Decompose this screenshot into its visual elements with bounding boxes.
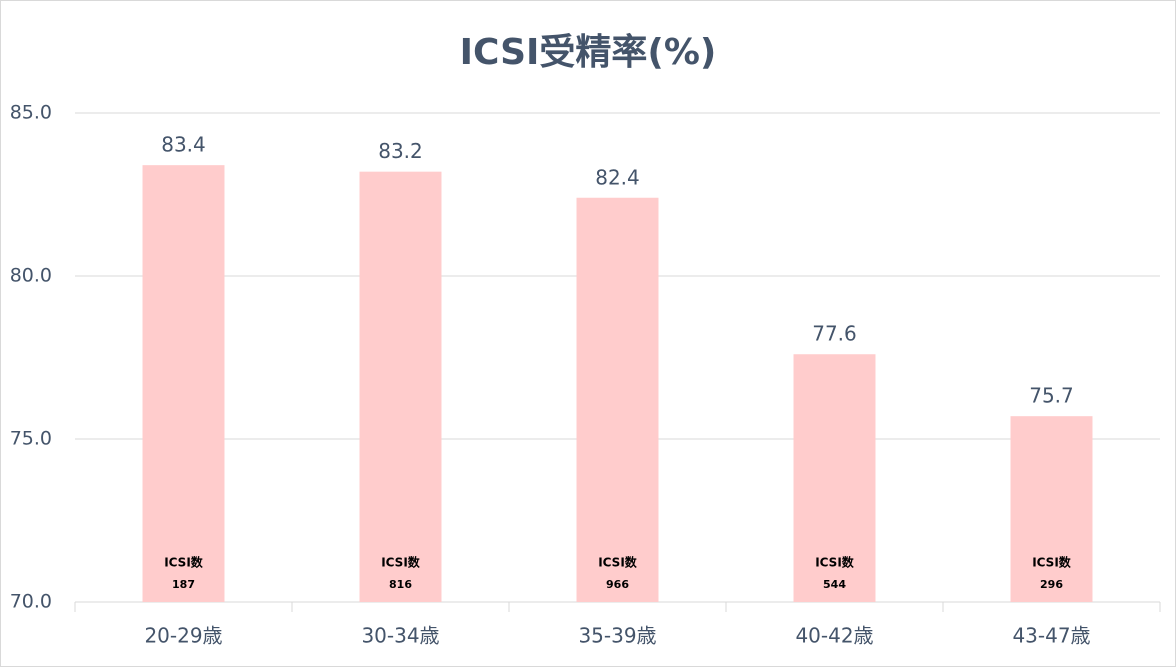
- y-tick-label: 75.0: [10, 428, 52, 450]
- annotation-label: ICSI数: [381, 555, 421, 570]
- data-label: 75.7: [1029, 384, 1074, 408]
- annotation-label: ICSI数: [815, 555, 855, 570]
- annotation-label: ICSI数: [164, 555, 204, 570]
- annotation-label: ICSI数: [598, 555, 638, 570]
- annotation-value: 296: [1040, 578, 1063, 591]
- data-label: 83.4: [161, 133, 206, 157]
- bar: [576, 197, 659, 602]
- annotation-value: 187: [172, 578, 195, 591]
- x-tick-label: 43-47歳: [1012, 624, 1090, 648]
- x-tick-label: 35-39歳: [578, 624, 656, 648]
- bar: [359, 171, 442, 602]
- bar: [142, 165, 225, 602]
- data-label: 83.2: [378, 139, 423, 163]
- x-tick-label: 30-34歳: [361, 624, 439, 648]
- data-label: 77.6: [812, 322, 857, 346]
- y-tick-label: 70.0: [10, 591, 52, 613]
- y-tick-label: 80.0: [10, 265, 52, 287]
- chart-title: ICSI受精率(%): [460, 32, 717, 73]
- annotation-value: 816: [389, 578, 412, 591]
- data-label: 82.4: [595, 165, 640, 189]
- x-tick-label: 20-29歳: [144, 624, 222, 648]
- bar: [1010, 416, 1093, 602]
- annotation-value: 544: [823, 578, 846, 591]
- bar: [793, 354, 876, 602]
- annotation-value: 966: [606, 578, 629, 591]
- x-tick-label: 40-42歳: [795, 624, 873, 648]
- y-tick-label: 85.0: [10, 102, 52, 124]
- annotation-label: ICSI数: [1032, 555, 1072, 570]
